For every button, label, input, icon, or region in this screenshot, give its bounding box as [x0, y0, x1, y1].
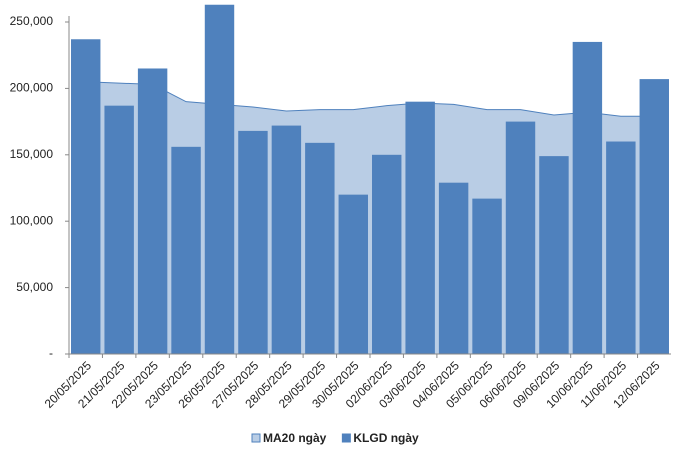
bar [606, 141, 636, 354]
legend-label: MA20 ngày [263, 431, 327, 445]
bar [71, 39, 101, 354]
y-tick-label: - [49, 346, 53, 360]
bar [639, 79, 669, 354]
bar [271, 125, 302, 354]
bar [238, 130, 268, 354]
bar [372, 154, 402, 354]
bar [137, 68, 168, 354]
y-tick-label: 100,000 [10, 213, 54, 227]
y-tick-label: 200,000 [10, 81, 54, 95]
bar [338, 194, 368, 354]
bar [104, 105, 134, 354]
bar [405, 101, 435, 355]
legend-swatch [341, 433, 351, 443]
ma20-area [85, 81, 655, 354]
y-tick-label: 150,000 [10, 147, 54, 161]
bar [438, 182, 469, 354]
bar [204, 4, 235, 355]
bar [572, 41, 603, 355]
legend-label: KLGD ngày [353, 431, 419, 445]
bar [505, 121, 536, 354]
y-tick-label: 50,000 [16, 280, 53, 294]
ma20-line [85, 81, 655, 117]
bar [539, 156, 569, 354]
bar [472, 198, 502, 354]
bar [171, 146, 201, 354]
y-tick-label: 250,000 [10, 14, 54, 28]
bar [305, 142, 335, 354]
legend: MA20 ngày KLGD ngày [251, 431, 419, 445]
legend-swatch [251, 433, 261, 443]
